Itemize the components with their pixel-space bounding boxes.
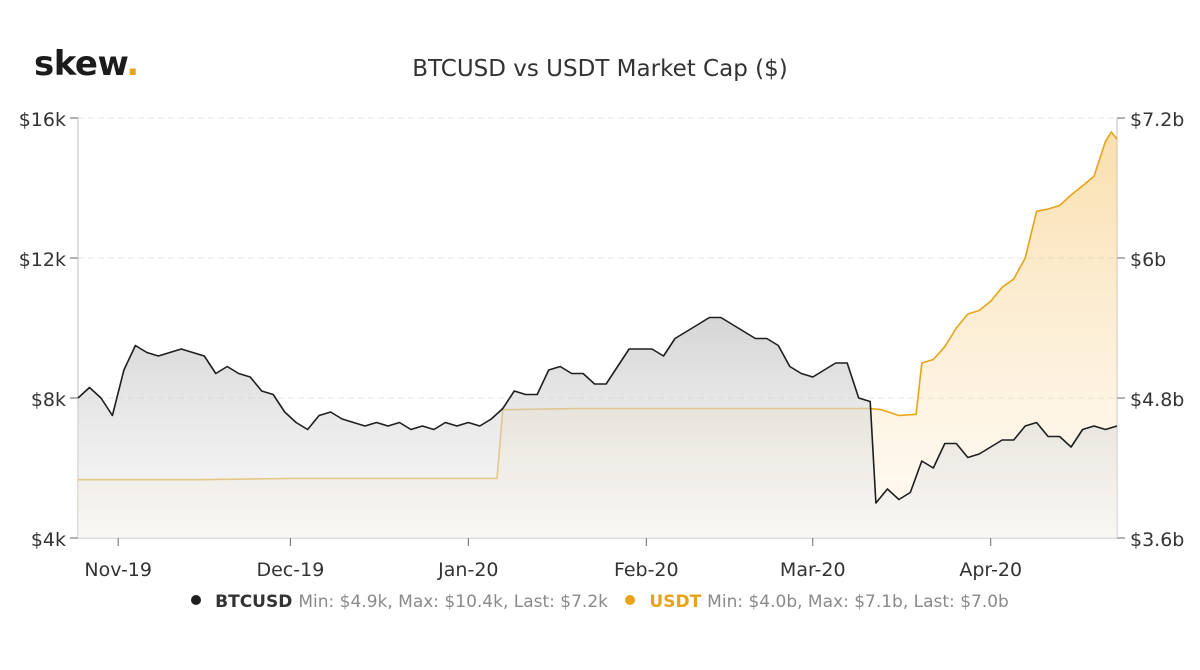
legend-stats-btcusd: Min: $4.9k, Max: $10.4k, Last: $7.2k [298,592,608,612]
x-tick-label: Apr-20 [959,559,1022,581]
x-tick-label: Nov-19 [84,559,152,581]
y-right-tick-label: $3.6b [1130,529,1184,551]
y-left-tick-label: $4k [31,529,66,551]
legend-item-usdt[interactable]: USDT Min: $4.0b, Max: $7.1b, Last: $7.0b [625,592,1009,612]
logo-text: skew [34,44,127,84]
legend-stats-usdt: Min: $4.0b, Max: $7.1b, Last: $7.0b [707,592,1009,612]
legend-name-usdt: USDT [649,592,702,612]
legend-name-btcusd: BTCUSD [215,592,293,612]
chart-title: BTCUSD vs USDT Market Cap ($) [412,56,788,82]
x-tick-label: Mar-20 [780,559,846,581]
logo-dot: . [126,44,139,84]
x-tick-label: Feb-20 [614,559,679,581]
y-left-tick-label: $8k [31,389,66,411]
y-right-tick-label: $7.2b [1130,109,1184,131]
skew-logo: skew. [34,44,139,84]
series-area-btcusd [78,317,1117,538]
legend-item-btcusd[interactable]: BTCUSD Min: $4.9k, Max: $10.4k, Last: $7.… [191,592,608,612]
y-right-tick-label: $6b [1130,249,1166,271]
y-left-tick-label: $16k [19,109,66,131]
y-left-tick-label: $12k [19,249,66,271]
y-right-tick-label: $4.8b [1130,389,1184,411]
x-tick-label: Jan-20 [437,559,498,581]
legend-marker-usdt [625,595,636,605]
chart-legend: BTCUSD Min: $4.9k, Max: $10.4k, Last: $7.… [0,592,1200,612]
series-line-btcusd [77,316,1118,504]
x-tick-label: Dec-19 [256,559,324,581]
legend-marker-btcusd [191,595,202,605]
